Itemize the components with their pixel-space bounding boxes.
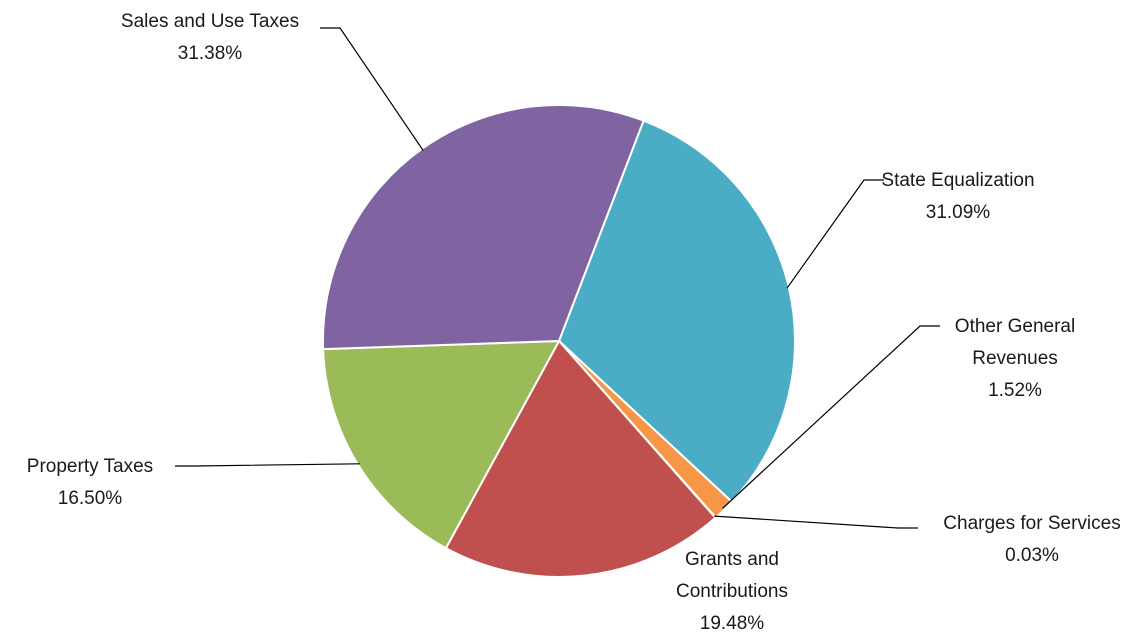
slice-name: State Equalization	[881, 170, 1034, 191]
slice-value: 16.50%	[58, 488, 123, 509]
slice-label: Sales and Use Taxes 31.38%	[121, 11, 299, 64]
slice-value: 31.09%	[926, 202, 991, 223]
slice-name: Charges for Services	[943, 513, 1120, 534]
slice-name: Revenues	[972, 348, 1058, 369]
slice-labels: State Equalization 31.09% Other General Rev…	[27, 11, 1121, 634]
leader-line	[714, 515, 918, 529]
leader-line	[786, 179, 884, 289]
slice-label: State Equalization 31.09%	[881, 170, 1034, 223]
leader-line	[175, 463, 360, 467]
slice-name: Sales and Use Taxes	[121, 11, 299, 32]
slice-label: Grants and Contributions 19.48%	[676, 549, 788, 634]
leader-line	[320, 27, 424, 151]
slice-name: Contributions	[676, 581, 788, 602]
slice-value: 19.48%	[700, 613, 765, 634]
slice-name: Grants and	[685, 549, 779, 570]
slice-value: 31.38%	[178, 43, 243, 64]
pie-slice-grants-and-contributions	[444, 339, 717, 578]
pie-slice-property-taxes	[322, 339, 561, 550]
slice-label: Property Taxes 16.50%	[27, 456, 153, 509]
pie-slice-state-equalization	[557, 119, 796, 504]
slice-value: 0.03%	[1005, 545, 1059, 566]
slice-label: Other General Revenues 1.52%	[955, 316, 1075, 401]
slice-name: Property Taxes	[27, 456, 153, 477]
slice-value: 1.52%	[988, 380, 1042, 401]
leader-line	[722, 325, 940, 509]
pie-slices	[322, 104, 796, 578]
slice-name: Other General	[955, 316, 1075, 337]
leader-lines	[175, 27, 940, 529]
slice-label: Charges for Services 0.03%	[943, 513, 1120, 566]
